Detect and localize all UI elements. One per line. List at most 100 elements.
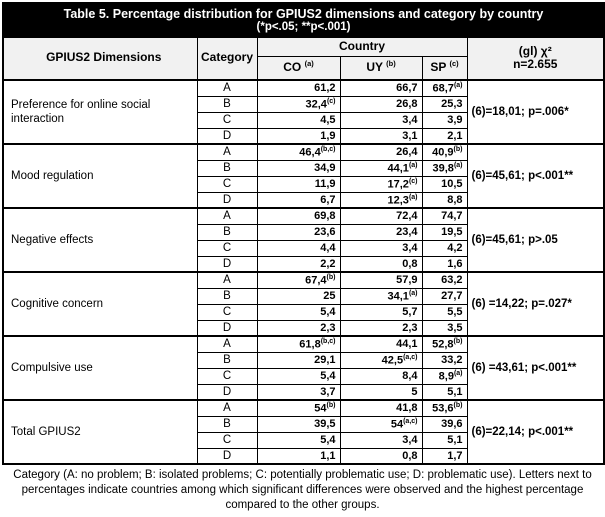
dimension-label: Negative effects [2, 207, 198, 273]
header-chi-square: (gl) χ² n=2.655 [466, 36, 605, 81]
value-cell-uy: 3,4 [339, 111, 423, 129]
table-row: D 1,1 0,8 1,7 [3, 447, 604, 465]
value-cell-sp: 1,7 [421, 447, 468, 465]
value-cell-uy: 3,4 [339, 239, 423, 257]
value-cell-sp: 39,6 [421, 415, 468, 433]
table-title-bar: Table 5. Percentage distribution for GPI… [2, 2, 605, 38]
category-cell: A [196, 271, 258, 289]
table-row: B 34,9 44,1(a) 39,8(a) [3, 159, 604, 177]
value-cell-co: 2,3 [256, 319, 341, 337]
table-row: Compulsive use A 61,8(b,c) 44,1 52,8(b) (6) =… [2, 335, 605, 401]
dimension-label: Cognitive concern [2, 271, 198, 337]
header-category: Category [196, 36, 258, 81]
category-cell: B [196, 287, 258, 305]
value-cell-uy: 8,4 [339, 367, 423, 385]
value-cell-co: 2,2 [256, 255, 341, 273]
category-cell: D [196, 383, 258, 401]
value-cell-co: 11,9 [256, 175, 341, 193]
value-cell-co: 1,9 [256, 127, 341, 145]
category-cell: A [196, 79, 258, 97]
value-cell-uy: 41,8 [339, 399, 423, 417]
table-subtitle: (*p<.05; **p<.001) [256, 21, 351, 34]
value-cell-sp: 5,1 [421, 383, 468, 401]
footnote: Category (A: no problem; B: isolated pro… [13, 469, 592, 511]
value-cell-sp: 33,2 [421, 351, 468, 369]
header-dimensions: GPIUS2 Dimensions [2, 36, 198, 81]
value-cell-uy: 44,1(a) [339, 159, 423, 177]
value-cell-uy: 3,1 [339, 127, 423, 145]
category-cell: C [196, 239, 258, 257]
table-row: Negative effects A 69,8 72,4 74,7 (6)=45,61; … [2, 207, 605, 273]
value-cell-uy: 26,4 [339, 143, 423, 161]
value-cell-sp: 1,6 [421, 255, 468, 273]
value-cell-co: 34,9 [256, 159, 341, 177]
value-cell-uy: 34,1(a) [339, 287, 423, 305]
category-cell: A [196, 399, 258, 417]
category-cell: C [196, 367, 258, 385]
value-cell-sp: 40,9(b) [421, 143, 468, 161]
chi-square-cell: (6) =43,61; p<.001** [466, 335, 605, 401]
category-cell: D [196, 319, 258, 337]
category-cell: D [196, 255, 258, 273]
chi-square-cell: (6)=18,01; p=.006* [466, 79, 605, 145]
value-cell-co: 6,7 [256, 191, 341, 209]
value-cell-sp: 68,7(a) [421, 79, 468, 97]
value-cell-uy: 44,1 [339, 335, 423, 353]
value-cell-uy: 5 [339, 383, 423, 401]
value-cell-sp: 19,5 [421, 223, 468, 241]
category-cell: C [196, 303, 258, 321]
table-row: Total GPIUS2 A 54(b) 41,8 53,6(b) (6)=22,14; … [2, 399, 605, 465]
category-cell: B [196, 351, 258, 369]
value-cell-sp: 8,9(a) [421, 367, 468, 385]
value-cell-co: 67,4(b) [256, 271, 341, 289]
dimension-label: Compulsive use [2, 335, 198, 401]
value-cell-sp: 25,3 [421, 95, 468, 113]
value-cell-co: 4,5 [256, 111, 341, 129]
header-country-sp: SP (c) [421, 55, 468, 81]
category-cell: D [196, 127, 258, 145]
table-row: C 4,4 3,4 4,2 [3, 239, 604, 257]
table-5: Table 5. Percentage distribution for GPI… [2, 2, 605, 466]
value-cell-uy: 3,4 [339, 431, 423, 449]
header-country-co: CO (a) [256, 55, 341, 81]
value-cell-uy: 26,8 [339, 95, 423, 113]
header-country: Country [256, 36, 468, 57]
value-cell-sp: 10,5 [421, 175, 468, 193]
table-row: D 1,9 3,1 2,1 [3, 127, 604, 145]
value-cell-co: 29,1 [256, 351, 341, 369]
table-title: Table 5. Percentage distribution for GPI… [63, 7, 544, 21]
header-row-1: GPIUS2 Dimensions Category Country (gl) … [2, 36, 605, 81]
value-cell-uy: 54(a,c) [339, 415, 423, 433]
value-cell-sp: 2,1 [421, 127, 468, 145]
table-row: B 39,5 54(a,c) 39,6 [3, 415, 604, 433]
value-cell-co: 5,4 [256, 431, 341, 449]
value-cell-sp: 27,7 [421, 287, 468, 305]
value-cell-co: 32,4(c) [256, 95, 341, 113]
header-country-uy: UY (b) [339, 55, 423, 81]
header-chi-line1: (gl) χ² [518, 43, 552, 58]
table-row: Preference for online social interaction… [2, 79, 605, 145]
value-cell-sp: 5,5 [421, 303, 468, 321]
category-cell: B [196, 95, 258, 113]
value-cell-sp: 3,9 [421, 111, 468, 129]
dimension-label: Mood regulation [2, 143, 198, 209]
category-cell: C [196, 111, 258, 129]
header-chi-line2: n=2.655 [513, 57, 558, 72]
value-cell-co: 69,8 [256, 207, 341, 225]
value-cell-co: 23,6 [256, 223, 341, 241]
value-cell-uy: 0,8 [339, 447, 423, 465]
value-cell-co: 1,1 [256, 447, 341, 465]
table-row: Cognitive concern A 67,4(b) 57,9 63,2 (6) =14… [2, 271, 605, 337]
category-cell: A [196, 143, 258, 161]
category-cell: D [196, 191, 258, 209]
value-cell-uy: 0,8 [339, 255, 423, 273]
value-cell-co: 4,4 [256, 239, 341, 257]
value-cell-co: 54(b) [256, 399, 341, 417]
chi-square-cell: (6)=45,61; p>.05 [466, 207, 605, 273]
dimension-label: Preference for online social interaction [2, 79, 198, 145]
table-row: Mood regulation A 46,4(b,c) 26,4 40,9(b) (6)=… [2, 143, 605, 209]
value-cell-co: 61,8(b,c) [256, 335, 341, 353]
category-cell: D [196, 447, 258, 465]
value-cell-sp: 74,7 [421, 207, 468, 225]
